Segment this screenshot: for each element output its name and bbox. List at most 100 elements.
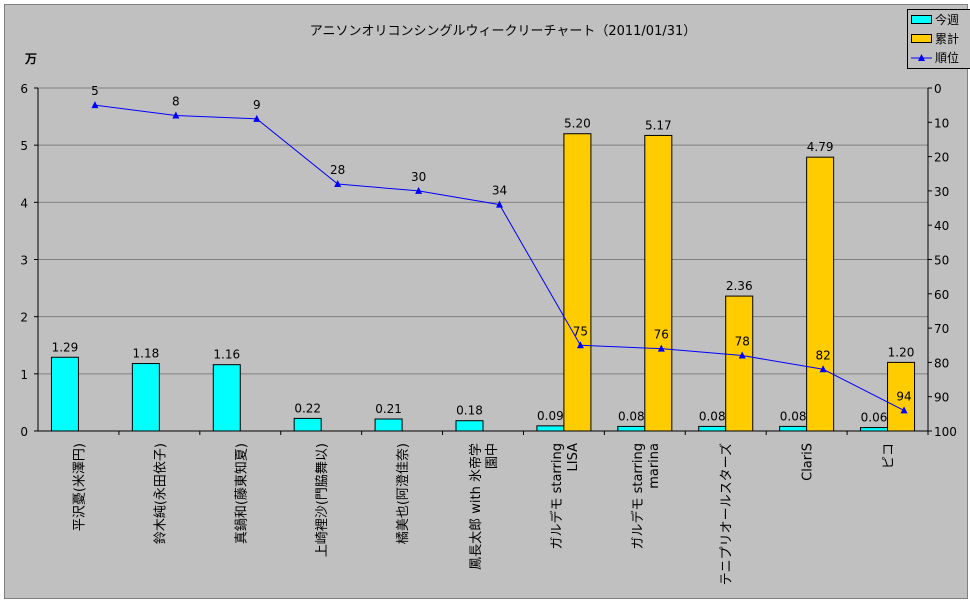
- rank-marker: [253, 114, 261, 122]
- data-label: 0.18: [456, 404, 483, 418]
- y-left-tick-label: 6: [20, 82, 28, 96]
- rank-marker: [576, 341, 584, 349]
- rank-label: 78: [735, 335, 750, 349]
- x-category-label: marina: [647, 443, 662, 489]
- rank-label: 28: [330, 163, 345, 177]
- chart-area: アニソンオリコンシングルウィークリーチャート（2011/01/31）万 0 1 2 3 4…: [4, 4, 970, 599]
- rank-marker: [415, 186, 423, 194]
- rank-label: 75: [573, 324, 588, 338]
- data-label: 1.29: [52, 340, 79, 354]
- y-left-tick-label: 5: [20, 139, 28, 153]
- legend: 今週 累計 順位: [907, 9, 970, 69]
- rank-marker: [657, 344, 665, 352]
- x-category-label: ガルデモ starring: [549, 443, 565, 550]
- rank-marker: [91, 101, 99, 109]
- data-label: 0.08: [780, 409, 807, 423]
- rank-label: 5: [91, 84, 99, 98]
- y-right-tick-label: 100: [934, 425, 957, 439]
- data-label: 2.36: [726, 279, 753, 293]
- data-label: 5.20: [564, 117, 591, 131]
- rank-label: 30: [411, 170, 426, 184]
- x-category-label: 平沢憂(米澤円): [72, 443, 87, 531]
- data-label: 1.16: [213, 348, 240, 362]
- bar-total: [725, 295, 754, 432]
- bar-weekly: [779, 425, 808, 432]
- bar-weekly: [212, 364, 241, 432]
- legend-label: 累計: [935, 32, 960, 46]
- data-label: 5.17: [645, 118, 672, 132]
- data-label: 0.09: [537, 409, 564, 423]
- x-category-label: テニプリオールスターズ: [719, 443, 735, 585]
- rank-label: 9: [253, 98, 261, 112]
- x-category-label: ClariS: [801, 443, 816, 481]
- y-left-tick-label: 0: [20, 425, 28, 439]
- y-right-tick-label: 50: [934, 254, 949, 268]
- data-label: 0.21: [375, 402, 402, 416]
- x-category-label: 園中: [485, 443, 500, 469]
- bar-weekly: [293, 417, 322, 432]
- y-right-tick-label: 10: [934, 116, 949, 130]
- legend-swatch: [911, 34, 932, 43]
- bar-total: [806, 156, 835, 432]
- data-label: 0.08: [618, 409, 645, 423]
- x-category-label: LISA: [566, 443, 581, 472]
- rank-label: 8: [172, 94, 180, 108]
- y-right-tick-label: 20: [934, 151, 949, 165]
- bar-weekly: [536, 425, 565, 432]
- bar-total: [563, 133, 592, 432]
- y-right-tick-label: 30: [934, 185, 949, 199]
- y-right-tick-label: 90: [934, 391, 949, 405]
- bar-weekly: [50, 356, 79, 432]
- rank-marker: [900, 406, 908, 414]
- rank-label: 82: [815, 348, 830, 362]
- legend-item-weekly: 今週: [908, 10, 970, 29]
- data-label: 0.06: [861, 411, 888, 425]
- legend-label: 今週: [935, 13, 960, 27]
- bar-weekly: [860, 427, 889, 432]
- x-category-label: ガルデモ starring: [630, 443, 646, 550]
- bar-weekly: [698, 425, 727, 432]
- bar-total: [644, 134, 673, 432]
- x-category-label: 鳳長太郎 with 氷帝学: [468, 443, 484, 570]
- x-category-label: 橘美也(阿澄佳奈): [395, 443, 411, 544]
- legend-item-rank: 順位: [908, 48, 970, 67]
- bar-weekly: [131, 363, 160, 432]
- y-axis-unit: 万: [24, 52, 37, 66]
- x-category-label: ピコ: [882, 443, 897, 469]
- rank-label: 94: [896, 389, 911, 403]
- legend-label: 順位: [935, 51, 960, 65]
- y-left-tick-label: 2: [20, 311, 28, 325]
- data-label: 1.18: [133, 347, 160, 361]
- bar-weekly: [455, 420, 484, 432]
- legend-swatch: [911, 15, 932, 24]
- legend-line-marker-icon: [911, 54, 932, 61]
- legend-item-total: 累計: [908, 29, 970, 48]
- rank-marker: [496, 200, 503, 208]
- y-right-tick-label: 60: [934, 288, 949, 302]
- y-right-tick-label: 80: [934, 356, 949, 370]
- chart: アニソンオリコンシングルウィークリーチャート（2011/01/31）万01234…: [20, 24, 957, 585]
- bar-total: [887, 361, 916, 432]
- rank-marker: [819, 365, 827, 373]
- rank-label: 34: [492, 184, 507, 198]
- rank-marker: [172, 111, 180, 119]
- rank-marker: [334, 180, 342, 188]
- x-category-label: 鈴木純(永田依子): [153, 443, 168, 544]
- data-label: 4.79: [807, 140, 834, 154]
- x-category-label: 真鍋和(藤東知夏): [233, 443, 249, 544]
- x-category-label: 上崎裡沙(門脇舞以): [315, 443, 330, 557]
- y-right-tick-label: 70: [934, 322, 949, 336]
- rank-marker: [738, 351, 746, 359]
- bar-weekly: [617, 425, 646, 432]
- data-label: 0.08: [699, 409, 726, 423]
- y-left-tick-label: 1: [20, 368, 28, 382]
- y-left-tick-label: 3: [20, 254, 28, 268]
- y-right-tick-label: 40: [934, 219, 949, 233]
- y-right-tick-label: 0: [934, 82, 942, 96]
- data-label: 0.22: [294, 401, 321, 415]
- chart-title: アニソンオリコンシングルウィークリーチャート（2011/01/31）: [310, 24, 697, 39]
- bar-weekly: [374, 418, 403, 432]
- rank-label: 76: [654, 328, 669, 342]
- y-left-tick-label: 4: [20, 196, 28, 210]
- data-label: 1.20: [888, 345, 915, 359]
